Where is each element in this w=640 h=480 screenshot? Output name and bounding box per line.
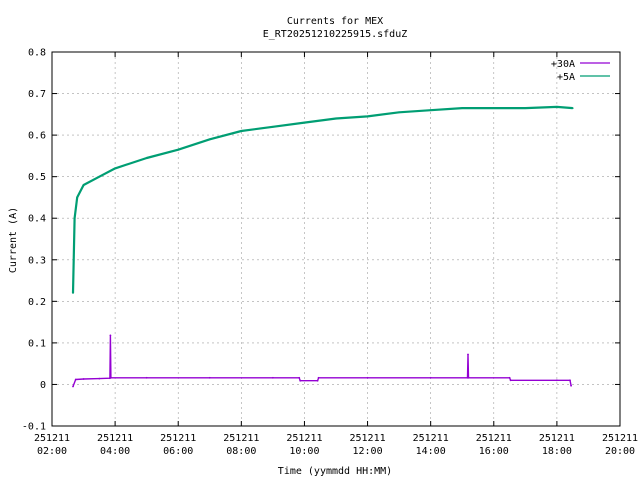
data-point-30a: [467, 376, 470, 379]
data-point-5a: [98, 175, 101, 178]
x-tick-time: 10:00: [289, 446, 319, 457]
data-point-5a: [461, 107, 464, 109]
x-tick-date: 251211: [476, 433, 512, 444]
data-point-30a: [570, 384, 572, 387]
data-point-30a: [316, 379, 319, 382]
x-tick-date: 251211: [97, 433, 133, 444]
y-axis-label: Current (A): [8, 207, 19, 273]
data-point-5a: [208, 138, 211, 141]
y-tick-label: 0.7: [28, 89, 46, 100]
data-point-5a: [76, 196, 79, 199]
data-point-5a: [398, 111, 400, 114]
y-tick-label: 0.4: [28, 214, 46, 225]
series-layer: [71, 105, 574, 388]
y-tick-label: 0.2: [28, 297, 46, 308]
y-tick-label: 0.8: [28, 48, 46, 59]
y-tick-label: 0: [40, 380, 46, 391]
data-point-30a: [208, 376, 211, 379]
data-point-30a: [429, 376, 432, 379]
data-point-30a: [110, 376, 112, 379]
x-tick-time: 20:00: [605, 446, 635, 457]
y-tick-label: -0.1: [22, 422, 46, 433]
data-point-5a: [556, 106, 558, 108]
x-tick-date: 251211: [539, 433, 575, 444]
data-point-5a: [240, 130, 243, 132]
data-point-5a: [272, 125, 274, 128]
x-tick-date: 251211: [286, 433, 322, 444]
ticks: -0.1 0 0.1 0.2 0.3 0.4 0.5 0.6 0.7 0.8 251211 02:00…: [22, 48, 638, 458]
x-tick-time: 12:00: [353, 446, 383, 457]
x-tick-time: 18:00: [542, 446, 572, 457]
data-point-5a: [429, 109, 432, 112]
data-point-30a: [366, 376, 369, 379]
x-tick-date: 251211: [160, 433, 196, 444]
data-point-30a: [145, 376, 148, 379]
x-tick-date: 251211: [602, 433, 638, 444]
data-point-5a: [524, 107, 527, 109]
grid: [52, 52, 620, 426]
data-point-30a: [509, 379, 512, 382]
x-tick-date: 251211: [413, 433, 449, 444]
data-point-5a: [73, 217, 76, 220]
chart-title: Currents for MEX: [287, 16, 383, 27]
data-point-5a: [72, 292, 74, 294]
data-point-5a: [82, 184, 85, 186]
data-point-30a: [298, 376, 301, 379]
data-point-30a: [317, 376, 320, 379]
data-point-30a: [72, 385, 74, 388]
x-axis-label: Time (yymmdd HH:MM): [278, 466, 392, 477]
data-point-30a: [569, 379, 571, 382]
data-point-5a: [366, 115, 369, 118]
data-point-5a: [303, 121, 306, 124]
x-tick-time: 14:00: [416, 446, 446, 457]
x-tick-time: 02:00: [37, 446, 67, 457]
data-point-30a: [299, 379, 302, 382]
data-point-30a: [82, 378, 85, 380]
data-point-30a: [508, 376, 511, 379]
x-tick-time: 16:00: [479, 446, 509, 457]
x-tick-time: 06:00: [163, 446, 193, 457]
y-tick-label: 0.6: [28, 131, 46, 142]
y-tick-label: 0.1: [28, 338, 46, 349]
y-tick-label: 0.3: [28, 255, 46, 266]
legend-label-30a: +30A: [551, 59, 575, 70]
data-point-5a: [114, 167, 116, 170]
data-point-30a: [109, 334, 112, 337]
y-tick-label: 0.5: [28, 172, 46, 183]
data-point-5a: [177, 148, 180, 151]
legend-label-5a: +5A: [557, 72, 575, 83]
chart-subtitle: E_RT20251210225915.sfduZ: [263, 29, 408, 40]
data-point-30a: [74, 378, 77, 381]
x-tick-time: 04:00: [100, 446, 130, 457]
data-point-30a: [467, 353, 469, 356]
x-tick-date: 251211: [34, 433, 70, 444]
data-point-30a: [556, 379, 558, 382]
data-point-5a: [145, 157, 148, 159]
data-point-30a: [272, 376, 274, 379]
data-point-5a: [492, 107, 495, 109]
data-point-5a: [335, 117, 337, 120]
legend: +30A +5A: [551, 59, 610, 83]
data-point-30a: [98, 377, 101, 380]
x-tick-time: 08:00: [226, 446, 256, 457]
x-tick-date: 251211: [349, 433, 385, 444]
data-point-5a: [571, 107, 574, 109]
plot-frame: [51, 51, 621, 427]
x-tick-date: 251211: [223, 433, 259, 444]
